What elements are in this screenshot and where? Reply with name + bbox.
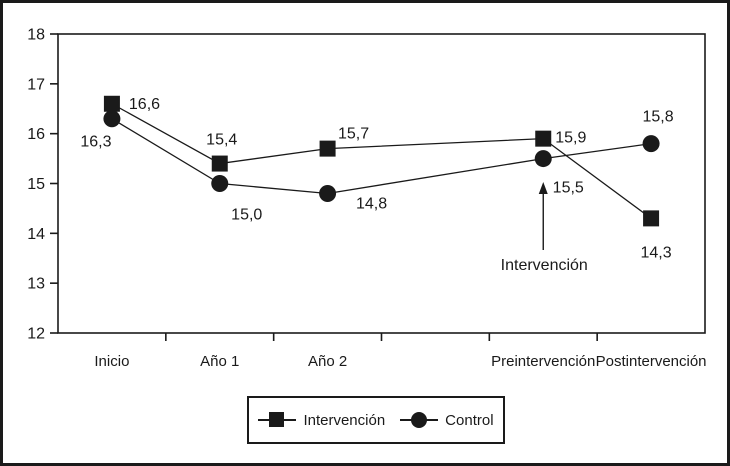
x-axis-category-label: Año 2 — [308, 353, 347, 370]
data-point-label: 15,0 — [231, 207, 262, 224]
x-axis-category-label: Postintervención — [596, 353, 707, 370]
data-point-label: 15,9 — [555, 130, 586, 147]
data-point-label: 14,3 — [641, 244, 672, 261]
y-axis-tick-label: 17 — [27, 76, 45, 93]
legend: Intervención Control — [247, 396, 505, 444]
data-point-square-marker — [319, 140, 336, 157]
data-point-label: 14,8 — [356, 195, 387, 212]
data-point-label: 16,3 — [80, 134, 111, 151]
data-point-circle-marker — [642, 135, 660, 153]
legend-item-intervencion: Intervención — [258, 411, 385, 429]
data-point-circle-marker — [319, 184, 337, 202]
data-point-label: 15,7 — [338, 126, 369, 143]
y-axis-tick-label: 14 — [27, 226, 45, 243]
y-axis-tick-label: 15 — [27, 176, 45, 193]
data-point-square-marker — [535, 130, 552, 147]
data-point-label: 15,5 — [553, 180, 584, 197]
square-icon — [269, 412, 285, 427]
data-point-square-marker — [211, 155, 228, 172]
data-point-circle-marker — [103, 110, 121, 128]
plot-border — [57, 33, 706, 334]
x-axis-category-label: Año 1 — [200, 353, 239, 370]
data-point-square-marker — [103, 95, 120, 112]
x-axis-category-label: Preintervención — [491, 353, 595, 370]
x-axis-category-label: Inicio — [94, 353, 129, 370]
legend-label-intervencion: Intervención — [303, 412, 386, 429]
annotation-arrow-head — [538, 182, 548, 194]
data-point-label: 15,8 — [643, 109, 674, 126]
data-point-label: 16,6 — [129, 96, 160, 113]
y-axis-tick-label: 16 — [27, 126, 45, 143]
y-axis-tick-label: 12 — [27, 326, 45, 343]
y-axis-tick-label: 18 — [27, 27, 45, 44]
data-point-circle-marker — [211, 175, 229, 192]
legend-label-control: Control — [445, 412, 494, 429]
legend-circle-marker-icon — [400, 411, 439, 429]
legend-item-control: Control — [400, 411, 494, 429]
data-point-circle-marker — [534, 150, 552, 168]
annotation-text: Intervención — [501, 257, 588, 274]
legend-square-marker-icon — [258, 411, 297, 429]
circle-icon — [411, 412, 428, 428]
data-point-label: 15,4 — [206, 132, 237, 149]
y-axis-tick-label: 13 — [27, 276, 45, 293]
data-point-square-marker — [643, 210, 660, 227]
